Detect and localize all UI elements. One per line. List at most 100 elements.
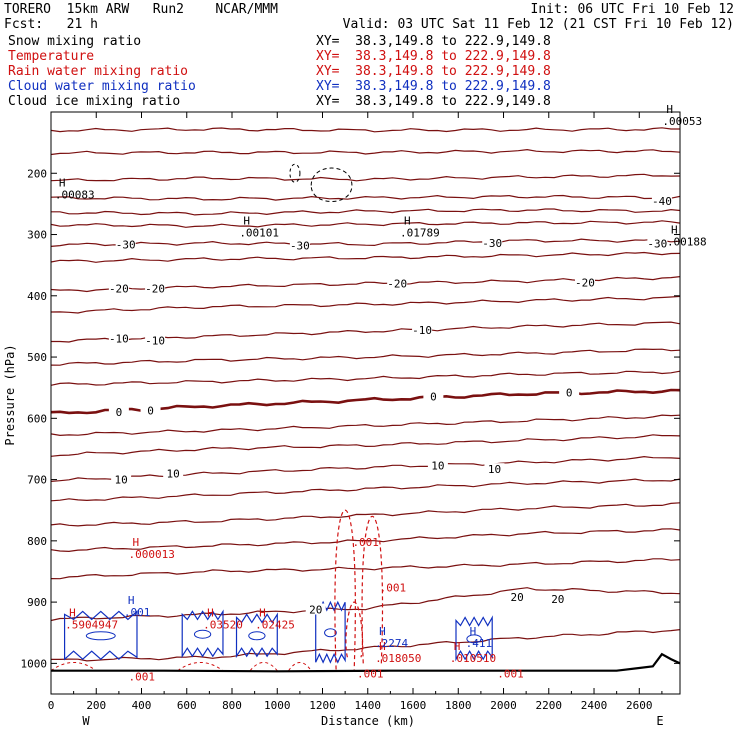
isotherm--46 — [50, 173, 681, 182]
x-tick-label: 1000 — [264, 699, 291, 712]
maximum-value-label: .00083 — [55, 188, 95, 201]
isotherm-label: 20 — [551, 593, 564, 606]
x-tick-label: 600 — [177, 699, 197, 712]
maximum-marker: H — [243, 214, 250, 227]
isotherm-label-bg — [427, 459, 448, 471]
legend-xy-rain: XY= 38.3,149.8 to 222.9,149.8 — [316, 64, 551, 79]
y-tick-label: 700 — [27, 474, 47, 487]
maximum-value-label: .00188 — [667, 236, 707, 249]
cloud-ice-region — [310, 167, 353, 203]
x-tick-label: 200 — [86, 699, 106, 712]
maximum-value-label: .018050 — [375, 652, 421, 665]
maximum-value-label: .000013 — [128, 548, 174, 561]
isotherm-label: -20 — [145, 282, 165, 295]
maximum-value-label: .00053 — [662, 115, 702, 128]
maximum-marker: H — [69, 606, 76, 619]
cloud-water-cell — [235, 612, 278, 659]
maximum-marker: H — [128, 594, 135, 607]
cloud-water-cell — [455, 615, 493, 662]
isotherm-label: 10 — [167, 467, 180, 480]
east-label: E — [656, 714, 663, 728]
isotherm-label-bg — [651, 194, 672, 206]
legend-item-temperature: Temperature — [8, 49, 95, 64]
isotherm--50 — [50, 127, 680, 133]
rain-cell — [177, 661, 224, 672]
isotherm-label-bg — [115, 238, 136, 250]
isotherm--16 — [50, 295, 681, 314]
isotherm-label-bg — [574, 276, 595, 288]
header-left-line1: TORERO 15km ARW Run2 NCAR/MMM — [4, 2, 278, 17]
isotherm-label-bg — [108, 406, 129, 418]
x-tick-label: 2400 — [581, 699, 608, 712]
isotherm-label-bg — [111, 473, 132, 485]
isotherm--48 — [50, 148, 681, 156]
maximum-marker: H — [454, 640, 461, 653]
ground-surface-line — [51, 652, 681, 673]
isotherm-label-bg — [145, 282, 166, 294]
isotherm-label-bg — [559, 386, 580, 398]
isotherm-label: -10 — [412, 324, 432, 337]
rain-cell — [361, 515, 384, 664]
isotherm-label: 0 — [566, 387, 573, 400]
west-label: W — [82, 714, 90, 728]
legend-item-snow: Snow mixing ratio — [8, 34, 142, 49]
isotherm-label: 0 — [116, 406, 123, 419]
isotherm-14 — [50, 502, 681, 527]
rain-cell — [345, 601, 364, 658]
cloud-water-core — [193, 629, 212, 639]
isotherm-label-bg — [482, 237, 503, 249]
maximum-value-label: .411 — [466, 637, 493, 650]
isotherm-label-bg — [507, 591, 528, 603]
maximum-marker: H — [379, 640, 386, 653]
isotherm--6 — [50, 348, 681, 366]
isotherm-label-bg — [108, 332, 129, 344]
isotherm-label: -30 — [290, 240, 310, 253]
x-tick-label: 2000 — [490, 699, 517, 712]
isotherm-18 — [50, 558, 681, 580]
isotherm--38 — [51, 208, 681, 216]
header-right-line1: Init: 06 UTC Fri 10 Feb 12 — [530, 2, 735, 17]
maximum-marker: H — [59, 176, 66, 189]
maximum-marker: H — [671, 224, 678, 237]
isotherm-label: 20 — [309, 603, 322, 616]
x-tick-label: 1400 — [355, 699, 382, 712]
x-tick-label: 1800 — [445, 699, 472, 712]
legend-xy-cloud-ice: XY= 38.3,149.8 to 222.9,149.8 — [316, 94, 551, 109]
legend-xy-cloud-water: XY= 38.3,149.8 to 222.9,149.8 — [316, 79, 551, 94]
isotherm--2 — [50, 370, 681, 386]
isotherm-label-bg — [647, 237, 668, 249]
isotherm-12 — [50, 478, 681, 502]
legend-item-rain: Rain water mixing ratio — [8, 64, 189, 79]
isotherm-label-bg — [387, 277, 408, 289]
maximum-marker: H — [132, 536, 139, 549]
isotherm--34 — [50, 220, 681, 228]
maximum-value-label: .001 — [352, 536, 379, 549]
isotherm-label: 10 — [488, 463, 501, 476]
cloud-water-core — [324, 628, 337, 638]
cloud-water-core — [248, 631, 266, 641]
maximum-value-label: .001 — [380, 582, 407, 595]
maximum-marker: H — [207, 606, 214, 619]
rain-cell — [334, 509, 356, 670]
isotherm--40 — [50, 194, 681, 201]
x-tick-label: 0 — [48, 699, 55, 712]
ground-layer — [51, 652, 681, 673]
isotherm-label: 0 — [147, 404, 154, 417]
maximum-marker: H — [379, 625, 386, 638]
legend-xy-temperature: XY= 38.3,149.8 to 222.9,149.8 — [316, 49, 551, 64]
isotherm-10 — [50, 455, 681, 482]
rain-cell — [50, 661, 97, 672]
isotherm-label-bg — [140, 404, 161, 416]
y-axis-label: Pressure (hPa) — [3, 344, 17, 445]
maximum-marker: H — [404, 214, 411, 227]
isotherm-label: -40 — [652, 195, 672, 208]
maximum-value-label: .001 — [357, 667, 384, 680]
isotherm-label-bg — [423, 390, 444, 402]
maximum-marker: H — [666, 103, 673, 116]
cloud-water-core — [85, 631, 116, 641]
cloud-ice-region — [289, 163, 301, 183]
isotherm-label: 10 — [115, 474, 128, 487]
isotherm-20 — [50, 587, 681, 622]
maximum-value-label: .001 — [124, 606, 151, 619]
